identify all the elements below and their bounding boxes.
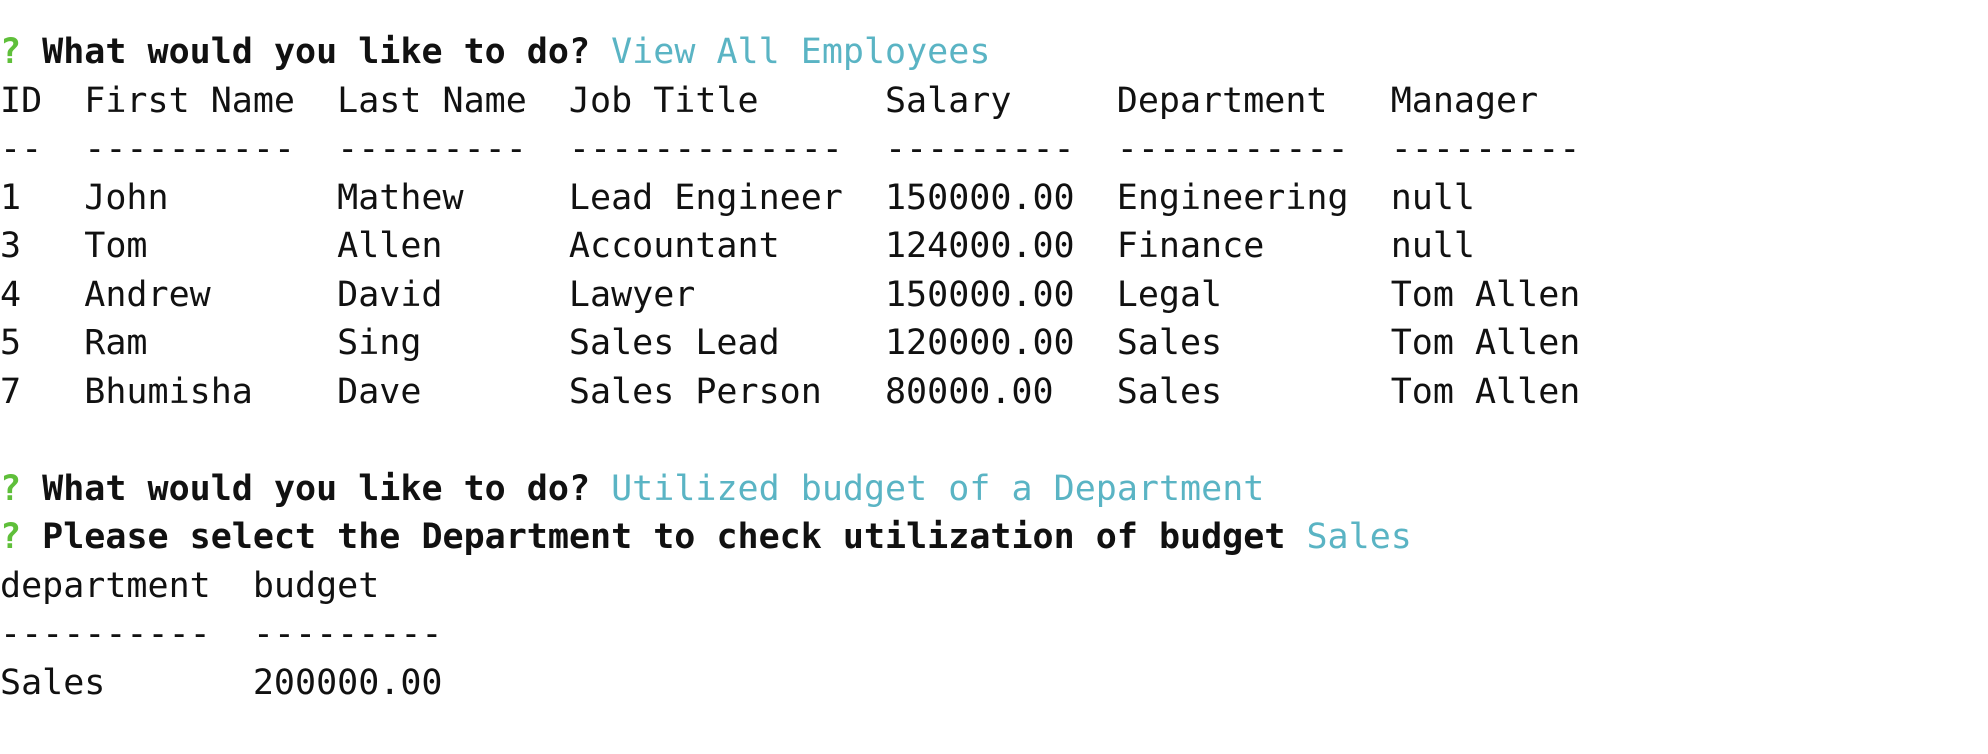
header-manager: Manager bbox=[1390, 80, 1539, 121]
cell-first-name: Andrew bbox=[84, 274, 211, 315]
separator: -- bbox=[0, 129, 43, 169]
table-row: 4 Andrew David Lawyer 150000.00 Legal To… bbox=[0, 271, 1601, 320]
table-row: 7 Bhumisha Dave Sales Person 80000.00 Sa… bbox=[0, 368, 1601, 417]
blank-line bbox=[0, 416, 1601, 465]
table-row: Sales 200000.00 bbox=[0, 659, 1601, 708]
prompt-line-select-department: ? Please select the Department to check … bbox=[0, 513, 1601, 562]
cell-salary: 150000.00 bbox=[884, 274, 1075, 315]
prompt-question: What would you like to do? bbox=[42, 32, 591, 72]
prompt-answer: Sales bbox=[1306, 517, 1412, 557]
cell-last-name: Sing bbox=[337, 323, 422, 363]
question-mark: ? bbox=[0, 517, 22, 557]
separator: --------- bbox=[884, 129, 1075, 169]
budget-table-separator: ---------- --------- bbox=[0, 610, 1601, 659]
cell-manager: null bbox=[1390, 226, 1475, 266]
cell-budget: 200000.00 bbox=[252, 662, 443, 703]
cell-department: Legal bbox=[1116, 274, 1223, 315]
prompt-line-utilized-budget: ? What would you like to do? Utilized bu… bbox=[0, 465, 1601, 514]
cell-job-title: Sales Person bbox=[568, 371, 822, 412]
header-department: department bbox=[0, 565, 211, 606]
cell-id: 5 bbox=[0, 323, 22, 363]
cell-department: Sales bbox=[1116, 323, 1223, 363]
cell-id: 1 bbox=[0, 177, 22, 218]
cell-last-name: David bbox=[337, 274, 443, 315]
cell-job-title: Lawyer bbox=[568, 274, 696, 315]
cell-department: Sales bbox=[1116, 371, 1223, 412]
cell-job-title: Sales Lead bbox=[568, 323, 780, 363]
terminal-output: ? What would you like to do? View All Em… bbox=[0, 28, 1601, 707]
cell-salary: 124000.00 bbox=[884, 226, 1075, 266]
header-last-name: Last Name bbox=[337, 80, 527, 121]
cell-first-name: Ram bbox=[84, 323, 148, 363]
employees-table-separator: -- ---------- --------- ------------- --… bbox=[0, 125, 1601, 174]
cell-job-title: Accountant bbox=[568, 226, 780, 266]
cell-last-name: Dave bbox=[337, 371, 422, 412]
cell-manager: Tom Allen bbox=[1390, 274, 1581, 315]
prompt-line-view-employees: ? What would you like to do? View All Em… bbox=[0, 28, 1601, 77]
header-id: ID bbox=[0, 80, 43, 121]
cell-salary: 80000.00 bbox=[884, 371, 1054, 412]
question-mark: ? bbox=[0, 32, 22, 72]
cell-manager: Tom Allen bbox=[1390, 371, 1581, 412]
prompt-question: Please select the Department to check ut… bbox=[42, 517, 1286, 557]
separator: ---------- bbox=[0, 614, 211, 654]
header-budget: budget bbox=[252, 565, 380, 606]
separator: ------------- bbox=[568, 129, 843, 169]
cell-id: 7 bbox=[0, 371, 22, 412]
cell-job-title: Lead Engineer bbox=[568, 177, 843, 218]
cell-id: 4 bbox=[0, 274, 22, 315]
cell-salary: 120000.00 bbox=[884, 323, 1075, 363]
separator: --------- bbox=[337, 129, 527, 169]
cell-last-name: Allen bbox=[337, 226, 443, 266]
cell-last-name: Mathew bbox=[337, 177, 464, 218]
header-salary: Salary bbox=[884, 80, 1012, 121]
budget-table-header: department budget bbox=[0, 562, 1601, 611]
cell-first-name: Tom bbox=[84, 226, 148, 266]
cell-department: Engineering bbox=[1116, 177, 1349, 218]
table-row: 1 John Mathew Lead Engineer 150000.00 En… bbox=[0, 174, 1601, 223]
cell-department: Sales bbox=[0, 662, 106, 703]
header-department: Department bbox=[1116, 80, 1328, 121]
cell-manager: Tom Allen bbox=[1390, 323, 1581, 363]
separator: --------- bbox=[252, 614, 443, 654]
question-mark: ? bbox=[0, 468, 22, 509]
separator: ----------- bbox=[1116, 129, 1349, 169]
prompt-question: What would you like to do? bbox=[42, 468, 591, 509]
separator: ---------- bbox=[84, 129, 295, 169]
separator: --------- bbox=[1390, 129, 1581, 169]
prompt-answer: Utilized budget of a Department bbox=[611, 468, 1265, 509]
cell-first-name: Bhumisha bbox=[84, 371, 253, 412]
cell-department: Finance bbox=[1116, 226, 1265, 266]
table-row: 5 Ram Sing Sales Lead 120000.00 Sales To… bbox=[0, 319, 1601, 368]
prompt-answer: View All Employees bbox=[611, 32, 991, 72]
table-row: 3 Tom Allen Accountant 124000.00 Finance… bbox=[0, 222, 1601, 271]
cell-first-name: John bbox=[84, 177, 169, 218]
employees-table-header: ID First Name Last Name Job Title Salary… bbox=[0, 77, 1601, 126]
header-job-title: Job Title bbox=[568, 80, 759, 121]
cell-salary: 150000.00 bbox=[884, 177, 1075, 218]
header-first-name: First Name bbox=[84, 80, 295, 121]
cell-manager: null bbox=[1390, 177, 1475, 218]
cell-id: 3 bbox=[0, 226, 22, 266]
